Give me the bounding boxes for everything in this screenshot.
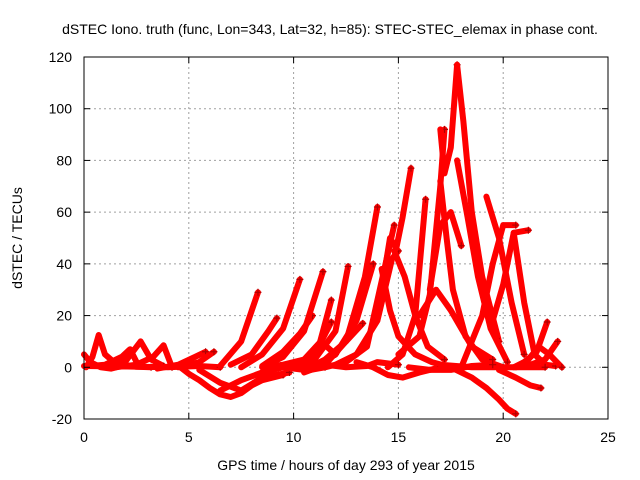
series-line xyxy=(380,165,414,280)
data-traces xyxy=(81,61,566,418)
series-trace xyxy=(290,262,352,371)
point-marker xyxy=(407,164,415,172)
point-marker xyxy=(512,221,520,229)
series-line xyxy=(454,157,511,366)
series-trace xyxy=(175,348,218,371)
point-marker xyxy=(319,268,327,276)
point-marker xyxy=(369,260,377,268)
x-tick-label: 25 xyxy=(600,429,616,445)
series-line xyxy=(512,343,565,371)
series-line xyxy=(437,61,461,177)
point-marker xyxy=(441,356,449,364)
y-tick-label: 20 xyxy=(56,308,72,324)
y-tick-label: 40 xyxy=(56,256,72,272)
y-tick-labels: -20 0 20 40 60 80 100 120 xyxy=(49,49,73,427)
point-marker xyxy=(541,363,549,371)
series-line xyxy=(227,315,280,368)
point-marker xyxy=(327,296,335,304)
y-tick-label: 60 xyxy=(56,204,72,220)
point-marker xyxy=(512,410,520,418)
series-trace xyxy=(512,343,566,371)
x-tick-label: 15 xyxy=(391,429,407,445)
y-tick-label: 100 xyxy=(49,101,73,117)
y-tick-label: -20 xyxy=(52,411,72,427)
series-trace xyxy=(458,221,520,371)
point-marker xyxy=(558,363,566,371)
series-trace xyxy=(384,195,430,371)
point-marker xyxy=(296,275,304,283)
point-marker xyxy=(524,226,532,234)
series-line xyxy=(154,348,209,372)
point-marker xyxy=(520,350,528,358)
series-trace xyxy=(227,314,281,368)
point-marker xyxy=(390,221,398,229)
point-marker xyxy=(422,195,430,203)
series-trace xyxy=(496,366,545,392)
chart-title: dSTEC Iono. truth (func, Lon=343, Lat=32… xyxy=(62,21,598,37)
series-trace xyxy=(489,226,532,324)
point-marker xyxy=(554,337,562,345)
point-marker xyxy=(344,262,352,270)
series-line xyxy=(196,366,293,394)
series-line xyxy=(238,276,303,371)
series-line xyxy=(405,361,496,373)
series-line xyxy=(447,364,519,417)
point-marker xyxy=(359,319,367,327)
point-marker xyxy=(457,242,465,250)
series-line xyxy=(426,209,465,293)
series-trace xyxy=(259,268,327,371)
point-marker xyxy=(327,318,335,326)
series-trace xyxy=(238,275,304,371)
series-line xyxy=(489,227,532,324)
series-trace xyxy=(447,364,520,418)
x-axis-title: GPS time / hours of day 293 of year 2015 xyxy=(217,457,475,473)
series-line xyxy=(437,178,507,371)
series-trace xyxy=(380,164,415,280)
series-line xyxy=(496,366,544,391)
series-line xyxy=(416,286,496,363)
plot-frame xyxy=(83,56,609,420)
x-tick-label: 5 xyxy=(185,429,193,445)
x-tick-label: 0 xyxy=(80,429,88,445)
point-marker xyxy=(543,318,551,326)
x-tick-label: 20 xyxy=(495,429,511,445)
series-line xyxy=(175,348,217,371)
series-line xyxy=(102,338,167,370)
series-line xyxy=(217,289,261,369)
series-trace xyxy=(217,288,262,369)
series-line xyxy=(458,222,519,371)
x-tick-labels: 0 5 10 15 20 25 xyxy=(80,429,616,445)
point-marker xyxy=(489,361,497,369)
series-line xyxy=(384,196,429,371)
series-line xyxy=(259,268,326,371)
series-trace xyxy=(426,209,465,293)
axis-ticks xyxy=(83,56,609,420)
point-marker xyxy=(273,314,281,322)
point-marker xyxy=(210,348,218,356)
point-marker xyxy=(254,288,262,296)
series-line xyxy=(322,359,402,371)
series-line xyxy=(290,263,352,371)
point-marker xyxy=(373,203,381,211)
x-tick-label: 10 xyxy=(286,429,302,445)
y-tick-label: 80 xyxy=(56,152,72,168)
point-marker xyxy=(394,361,402,369)
y-tick-label: 0 xyxy=(64,359,72,375)
y-axis-title: dSTEC / TECUs xyxy=(9,187,25,289)
series-trace xyxy=(405,361,497,373)
point-marker xyxy=(537,384,545,392)
series-line xyxy=(311,260,377,371)
series-trace xyxy=(311,260,377,371)
series-trace xyxy=(322,359,402,371)
y-tick-label: 120 xyxy=(49,49,73,65)
